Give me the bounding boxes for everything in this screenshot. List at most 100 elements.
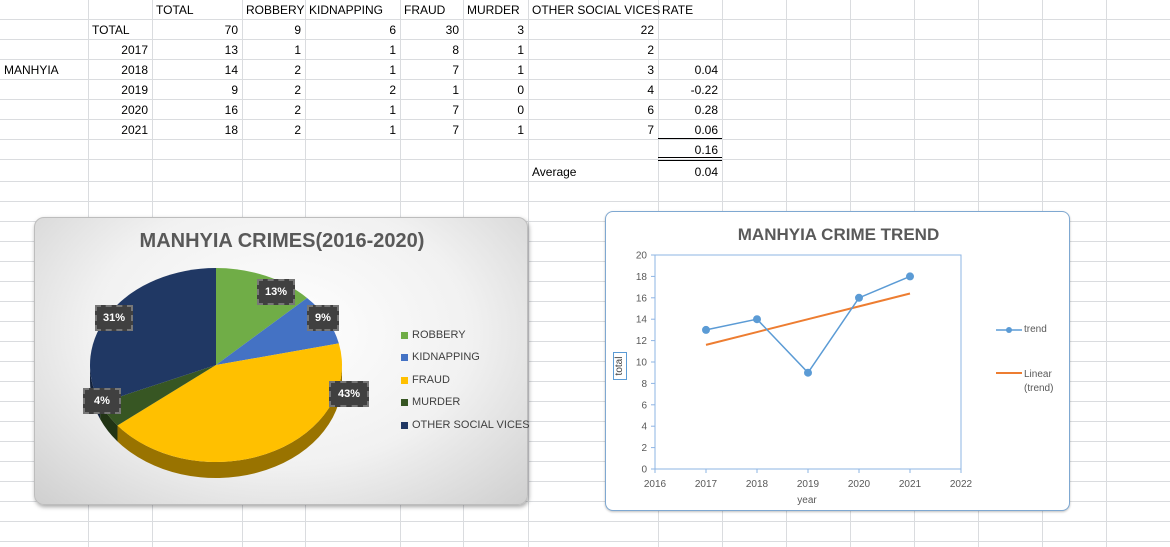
row-border <box>0 281 1170 282</box>
header-robbery[interactable]: ROBBERY <box>246 3 305 17</box>
cell-other[interactable]: 7 <box>647 123 654 137</box>
cell-murder[interactable]: 0 <box>517 103 524 117</box>
cell-total[interactable]: 18 <box>224 123 238 137</box>
cell-total[interactable]: 13 <box>224 43 238 57</box>
header-other-social-vices[interactable]: OTHER SOCIAL VICES <box>532 3 661 17</box>
average-value[interactable]: 0.04 <box>694 165 718 179</box>
rate-sum-cell[interactable]: 0.16 <box>694 143 718 157</box>
y-tick-label: 16 <box>636 293 648 304</box>
cell-kidnapping[interactable]: 6 <box>389 23 396 37</box>
cell-murder[interactable]: 0 <box>517 83 524 97</box>
cell-murder[interactable]: 1 <box>517 123 524 137</box>
pie-data-label: 31% <box>95 305 133 331</box>
legend-trend-marker <box>996 327 1022 333</box>
y-axis-title: total <box>614 356 625 376</box>
cell-total[interactable]: 16 <box>224 103 238 117</box>
cell-other[interactable]: 6 <box>647 103 654 117</box>
pie-slice <box>117 343 343 462</box>
x-tick-label: 2018 <box>746 479 769 490</box>
cell-other[interactable]: 4 <box>647 83 654 97</box>
legend-item-fraud: FRAUD <box>401 370 450 390</box>
data-point <box>804 368 812 377</box>
cell-kidnapping[interactable]: 1 <box>389 123 396 137</box>
pie-slice <box>90 268 216 404</box>
legend-label: Linear <box>1024 369 1052 380</box>
legend-swatch <box>401 353 408 361</box>
cell-other[interactable]: 22 <box>640 23 654 37</box>
header-murder[interactable]: MURDER <box>467 3 520 17</box>
cell-other[interactable]: 3 <box>647 63 654 77</box>
cell-fraud[interactable]: 1 <box>452 83 459 97</box>
pie-chart[interactable]: MANHYIA CRIMES(2016-2020) 13% 9% 43% 4% … <box>34 217 530 505</box>
y-axis-title-box: total <box>613 352 627 380</box>
rate-double-underline <box>658 157 722 161</box>
row-border <box>0 421 1170 422</box>
row-border <box>0 159 1170 160</box>
header-total[interactable]: TOTAL <box>156 3 194 17</box>
header-fraud[interactable]: FRAUD <box>404 3 446 17</box>
cell-robbery[interactable]: 2 <box>294 123 301 137</box>
row-label[interactable]: 2019 <box>121 83 148 97</box>
x-tick-label: 2019 <box>797 479 820 490</box>
x-axis-title: year <box>797 495 817 506</box>
legend-item-kidnapping: KIDNAPPING <box>401 347 480 367</box>
cell-kidnapping[interactable]: 1 <box>389 103 396 117</box>
series-line-trend <box>705 275 911 374</box>
cell-total[interactable]: 14 <box>224 63 238 77</box>
x-tick-label: 2020 <box>848 479 871 490</box>
cell-other[interactable]: 2 <box>647 43 654 57</box>
cell-fraud[interactable]: 7 <box>452 63 459 77</box>
cell-robbery[interactable]: 2 <box>294 103 301 117</box>
cell-rate[interactable] <box>658 40 722 60</box>
pie-chart-plot <box>90 268 343 479</box>
cell-murder[interactable]: 1 <box>517 43 524 57</box>
line-chart[interactable]: MANHYIA CRIME TREND 0 2 4 6 8 10 12 14 16 18 20 201… <box>605 211 1070 511</box>
pie-legend: ROBBERY KIDNAPPING FRAUD MURDER OTHER SO… <box>401 325 530 437</box>
legend-label: ROBBERY <box>412 329 466 341</box>
cell-total[interactable]: 9 <box>231 83 238 97</box>
cell-murder[interactable]: 3 <box>517 23 524 37</box>
row-border <box>0 501 1170 502</box>
row-label[interactable]: 2017 <box>121 43 148 57</box>
y-tick-label: 6 <box>641 400 647 411</box>
y-tick-label: 18 <box>636 272 648 283</box>
cell-robbery[interactable]: 2 <box>294 63 301 77</box>
row-label[interactable]: 2020 <box>121 103 148 117</box>
average-label[interactable]: Average <box>532 165 577 179</box>
y-tick-label: 12 <box>636 336 648 347</box>
cell-rate[interactable]: 0.28 <box>694 103 718 117</box>
cell-robbery[interactable]: 2 <box>294 83 301 97</box>
cell-fraud[interactable]: 7 <box>452 123 459 137</box>
cell-kidnapping[interactable]: 1 <box>389 63 396 77</box>
line-chart-plot: 0 2 4 6 8 10 12 14 16 18 20 2016 2017 2018 2019 2020 202… <box>636 251 973 491</box>
y-tick-label: 0 <box>641 465 647 476</box>
cell-rate[interactable]: 0.06 <box>694 123 718 137</box>
header-kidnapping[interactable]: KIDNAPPING <box>309 3 384 17</box>
row-border <box>0 441 1170 442</box>
cell-fraud[interactable]: 7 <box>452 103 459 117</box>
pie-data-label: 43% <box>329 381 369 407</box>
legend-label: MURDER <box>412 396 461 408</box>
region-label[interactable]: MANHYIA <box>4 63 59 77</box>
row-label[interactable]: 2018 <box>121 63 148 77</box>
cell-rate[interactable] <box>658 20 722 40</box>
data-point <box>906 272 914 281</box>
cell-kidnapping[interactable]: 1 <box>389 43 396 57</box>
legend-item-murder: MURDER <box>401 392 460 412</box>
row-border <box>0 99 1170 100</box>
legend-item-robbery: ROBBERY <box>401 325 466 345</box>
cell-fraud[interactable]: 30 <box>445 23 459 37</box>
cell-robbery[interactable]: 1 <box>294 43 301 57</box>
cell-rate[interactable]: 0.04 <box>694 63 718 77</box>
cell-robbery[interactable]: 9 <box>294 23 301 37</box>
cell-rate[interactable]: -0.22 <box>690 83 718 97</box>
row-border <box>0 321 1170 322</box>
cell-murder[interactable]: 1 <box>517 63 524 77</box>
header-rate[interactable]: RATE <box>662 3 694 17</box>
row-label[interactable]: TOTAL <box>92 23 130 37</box>
cell-total[interactable]: 70 <box>224 23 238 37</box>
cell-fraud[interactable]: 8 <box>452 43 459 57</box>
row-label[interactable]: 2021 <box>121 123 148 137</box>
cell-kidnapping[interactable]: 2 <box>389 83 396 97</box>
